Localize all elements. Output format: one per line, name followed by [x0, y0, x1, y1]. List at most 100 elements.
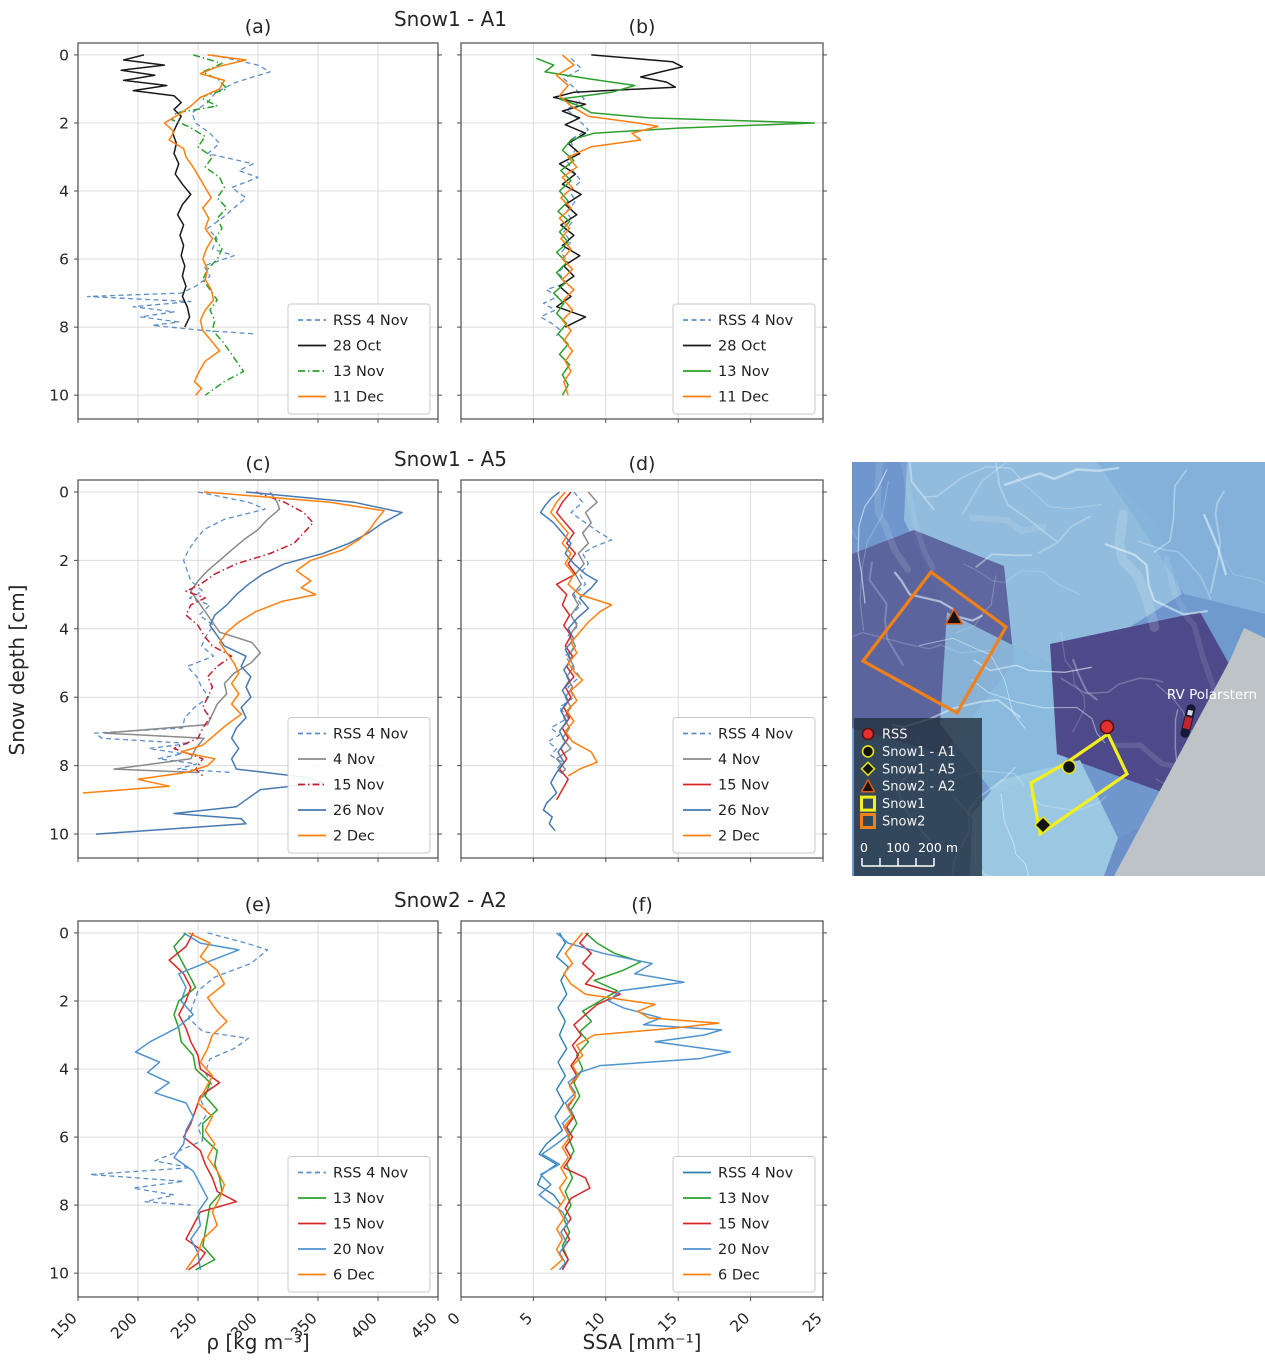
ice-crack: [868, 561, 904, 666]
ice-crack: [961, 462, 1008, 516]
map-legend-marker-snow2-a2: [860, 778, 876, 793]
series-2-dec: [550, 491, 613, 777]
series-13-nov: [170, 54, 245, 396]
series-28-oct: [552, 54, 684, 328]
subplot-label-f: (f): [631, 894, 653, 916]
x-axis-label-ssa: SSA [mm⁻¹]: [582, 1330, 702, 1354]
ice-crack: [975, 553, 1033, 568]
ship-rv-polarstern: [1180, 704, 1196, 738]
axis-frame: [460, 479, 824, 859]
map-marker-rss: [1099, 719, 1115, 735]
panel-d: (d) RSS 4 Nov 4 Nov 15 Nov 26 Nov 2 Dec: [397, 446, 837, 944]
legend-label-6-dec: 6 Dec: [333, 1268, 375, 1284]
map-panel: RV Polarstern RSS Snow1 - A1 Snow1 - A5 Snow…: [852, 462, 1265, 876]
legend-label-11-dec: 11 Dec: [333, 390, 384, 406]
legend-label-rss-4-nov: RSS 4 Nov: [333, 1166, 409, 1182]
legend-label-6-dec: 6 Dec: [718, 1268, 760, 1284]
ytick-label: 2: [59, 992, 69, 1010]
legend-label-13-nov: 13 Nov: [333, 1191, 385, 1207]
map-legend-label-snow2-a2: Snow2 - A2: [882, 780, 955, 795]
series-4-nov: [103, 491, 281, 774]
legend-label-28-oct: 28 Oct: [333, 339, 381, 355]
panel-d-plot: (d) RSS 4 Nov 4 Nov 15 Nov 26 Nov 2 Dec: [457, 453, 827, 862]
legend-label-13-nov: 13 Nov: [718, 364, 770, 380]
legend-label-26-nov: 26 Nov: [718, 803, 770, 819]
ice-crack: [1038, 515, 1092, 554]
subplot-label-d: (d): [629, 453, 656, 475]
legend-label-rss-4-nov: RSS 4 Nov: [718, 313, 794, 329]
legend-box: [672, 303, 816, 415]
series-11-dec: [555, 54, 659, 396]
ytick-label: 4: [59, 183, 69, 201]
legend-box: [672, 1156, 816, 1293]
series-rss-4-nov: [86, 54, 271, 335]
axis-frame: [460, 920, 824, 1298]
ytick-label: 6: [59, 689, 69, 707]
xtick-label: 10: [582, 1309, 609, 1336]
ytick-label: 2: [59, 552, 69, 570]
ice-crack: [1224, 559, 1265, 585]
xtick-label: 5: [517, 1309, 537, 1329]
row-title-snow2-a2: Snow2 - A2: [393, 888, 508, 912]
series-6-dec: [185, 932, 228, 1271]
no-data-band: [1114, 628, 1265, 876]
panel-b: (b) RSS 4 Nov 28 Oct 13 Nov 11 Dec: [397, 9, 837, 505]
area-snow2: [860, 569, 1009, 716]
subplot-label-e: (e): [245, 894, 272, 916]
legend-label-15-nov: 15 Nov: [718, 778, 770, 794]
legend-label-4-nov: 4 Nov: [718, 752, 761, 768]
panel-f-plot: 0 5 10 15 20 25 (f) RSS 4 Nov 13 Nov 15 Nov 20 Nov…: [444, 894, 827, 1336]
ice-crack: [900, 462, 936, 571]
panel-a: 0 2 4 6 8 10 (a) RSS 4 Nov 28 Oct 13 Nov 11 Dec: [14, 9, 452, 505]
ice-crack: [857, 469, 888, 604]
series-rss-4-nov: [89, 932, 269, 1206]
ice-crack: [859, 481, 889, 632]
series-6-dec: [550, 932, 720, 1271]
panel-e: 0 2 4 6 8 10 150 200 250 300 350 400 450 (e) RSS 4 Nov…: [14, 887, 452, 1368]
ice-crack: [973, 659, 1092, 673]
legend-box: [287, 303, 431, 415]
series-15-nov: [173, 491, 314, 777]
xtick-label: 0: [444, 1309, 464, 1329]
map-legend-marker-snow2: [860, 813, 876, 829]
ytick-label: 6: [59, 1129, 69, 1147]
series-15-nov: [168, 932, 238, 1271]
map-legend-marker-snow1: [860, 795, 876, 812]
ytick-label: 10: [49, 1265, 69, 1283]
panel-f: 0 5 10 15 20 25 (f) RSS 4 Nov 13 Nov 15 Nov 20 Nov…: [397, 887, 837, 1368]
map-legend-label-snow1-a5: Snow1 - A5: [882, 762, 955, 777]
xtick-label: 350: [287, 1309, 321, 1343]
ice-crack: [1203, 513, 1227, 576]
legend-label-20-nov: 20 Nov: [718, 1242, 770, 1258]
panel-a-plot: 0 2 4 6 8 10 (a) RSS 4 Nov 28 Oct 13 Nov 11 Dec: [49, 16, 442, 423]
ytick-label: 0: [59, 924, 69, 942]
legend-label-2-dec: 2 Dec: [333, 829, 375, 845]
ytick-label: 6: [59, 251, 69, 269]
subplot-label-b: (b): [629, 16, 656, 38]
map-legend-marker-rss: [861, 727, 875, 741]
map-marker-snow2-a2: [944, 607, 964, 625]
legend-label-15-nov: 15 Nov: [333, 1217, 385, 1233]
xtick-label: 300: [227, 1309, 261, 1343]
ytick-label: 4: [59, 620, 69, 638]
ice-crack: [969, 514, 1047, 535]
panel-b-plot: (b) RSS 4 Nov 28 Oct 13 Nov 11 Dec: [457, 16, 827, 423]
ice-crack: [1209, 490, 1225, 594]
series-20-nov: [134, 932, 240, 1270]
ice-crack: [893, 571, 983, 622]
ship-bridge: [1187, 709, 1194, 716]
legend-label-13-nov: 13 Nov: [333, 364, 385, 380]
map-legend-label-snow1-a1: Snow1 - A1: [882, 745, 955, 760]
ice-crack: [852, 528, 858, 540]
series-20-nov: [538, 932, 732, 1271]
scale-label-0: 0: [860, 840, 868, 855]
ice-crack: [1000, 793, 1030, 876]
map-legend-marker-snow1-a1: [861, 745, 875, 758]
legend-label-20-nov: 20 Nov: [333, 1242, 385, 1258]
legend-label-11-dec: 11 Dec: [718, 390, 769, 406]
series-28-oct: [120, 54, 192, 328]
series-rss-4-nov: [547, 491, 613, 777]
ice-crack: [1003, 466, 1120, 486]
